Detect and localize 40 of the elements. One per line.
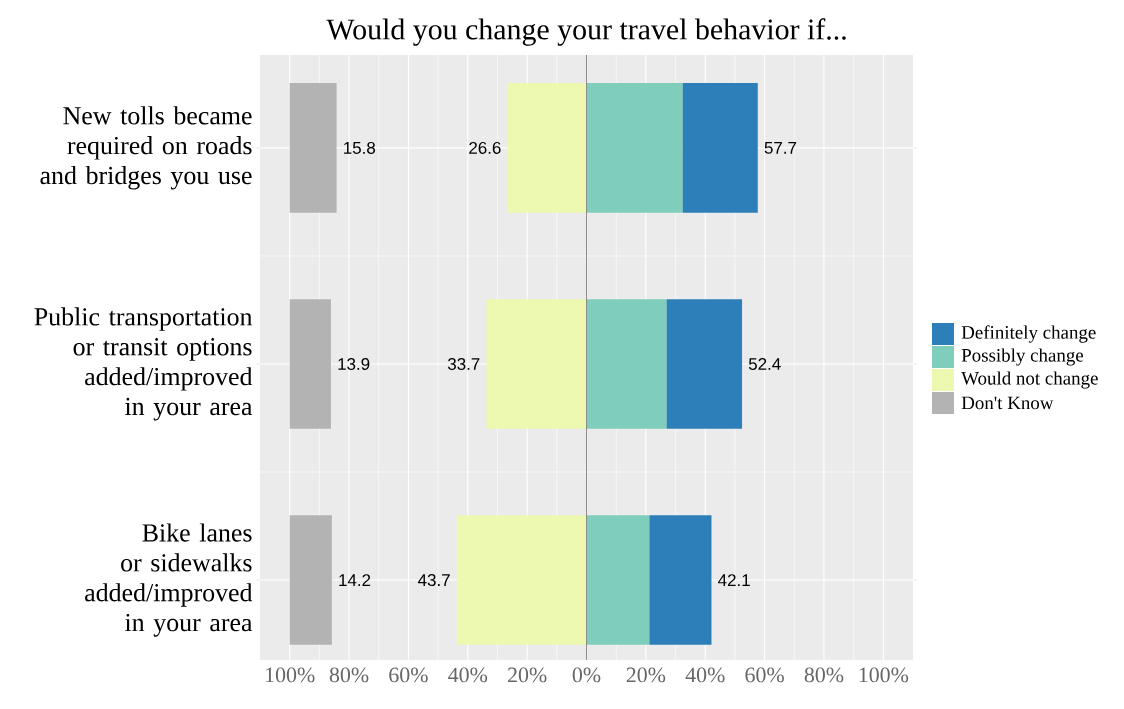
data-label: 26.6 — [469, 141, 501, 154]
x-tick-label: 40% — [685, 667, 725, 683]
y-tick-label: New tolls became required on roads and bridges you use — [40, 106, 252, 190]
x-tick-label: 60% — [389, 667, 428, 683]
x-tick-label: 100% — [859, 667, 909, 683]
legend-label: Don't Know — [961, 396, 1054, 410]
bar — [289, 299, 331, 429]
bar — [289, 515, 332, 645]
bar — [682, 83, 758, 213]
bar — [456, 515, 587, 645]
y-tick-label: Bike lanes or sidewalks added/improved in your area — [85, 523, 253, 637]
x-tick-label: 20% — [508, 667, 547, 683]
bar — [666, 299, 743, 429]
annotation: 52.4 — [748, 357, 781, 370]
legend-label: Definitely change — [961, 325, 1096, 343]
bar — [507, 83, 587, 213]
annotation: 42.1 — [718, 574, 750, 586]
x-tick-label: 100% — [266, 667, 315, 683]
data-label: 43.7 — [418, 574, 450, 587]
annotation: 57.7 — [764, 141, 797, 154]
data-label: 33.7 — [447, 357, 480, 370]
x-tick-label: 20% — [626, 667, 666, 683]
data-label: 15.8 — [344, 141, 376, 154]
bar — [586, 515, 650, 645]
bar — [649, 515, 712, 645]
x-tick-label: 80% — [804, 667, 844, 683]
legend-label: Possibly change — [961, 348, 1084, 366]
y-tick-label: Public transportation or transit options added/improved in your area — [34, 307, 253, 421]
bar — [586, 299, 667, 429]
bar — [486, 299, 587, 429]
bar — [289, 83, 337, 213]
x-tick-label: 40% — [448, 667, 488, 683]
data-label: 14.2 — [339, 574, 371, 586]
bar — [586, 83, 683, 213]
x-tick-label: 60% — [745, 667, 784, 683]
data-label: 13.9 — [338, 357, 370, 370]
chart-title: Would you change your travel behavior if... — [326, 18, 846, 46]
x-tick-label: 0% — [572, 667, 601, 683]
x-tick-label: 80% — [329, 667, 369, 683]
legend-label: Would not change — [961, 371, 1098, 389]
